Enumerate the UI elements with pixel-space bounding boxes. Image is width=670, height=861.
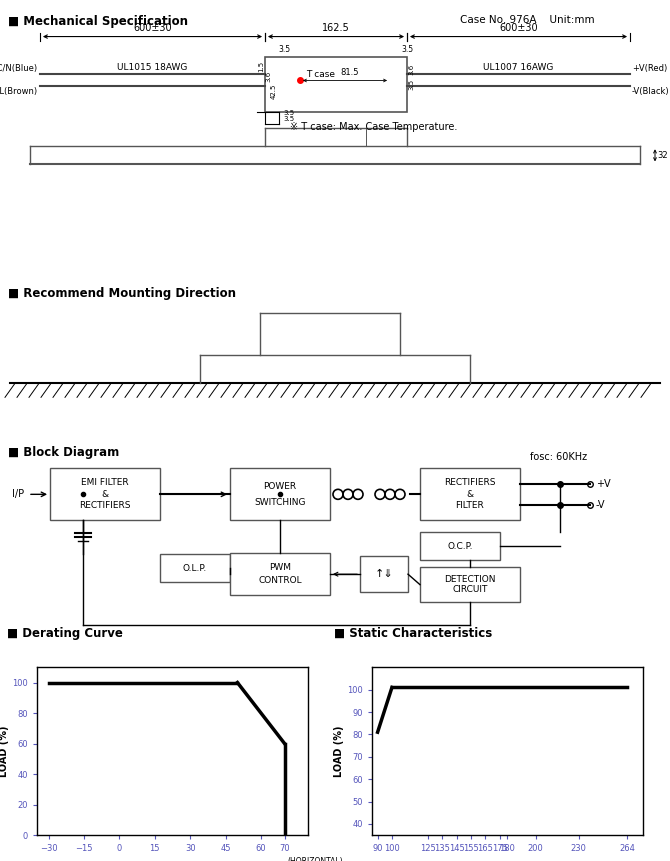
Text: &: & [466,490,474,499]
Text: 3.5: 3.5 [408,79,414,90]
Text: -V: -V [596,499,606,510]
Text: fosc: 60KHz: fosc: 60KHz [530,452,587,462]
Text: ■ Derating Curve: ■ Derating Curve [7,627,123,640]
Text: PWM: PWM [269,563,291,573]
Bar [420,468,520,520]
Text: ■ Block Diagram: ■ Block Diagram [8,446,119,460]
Text: 3.6: 3.6 [408,64,414,75]
Text: AC/N(Blue): AC/N(Blue) [0,65,38,73]
Text: 600±30: 600±30 [133,22,172,33]
Y-axis label: LOAD (%): LOAD (%) [334,726,344,777]
Text: UL1007 16AWG: UL1007 16AWG [483,63,553,71]
Bar [230,468,330,520]
Text: ■ Static Characteristics: ■ Static Characteristics [334,627,492,640]
Text: 3.5: 3.5 [278,45,290,53]
Text: T case: T case [306,71,335,79]
Text: -V(Black): -V(Black) [632,88,669,96]
Text: CIRCUIT: CIRCUIT [452,585,488,594]
Bar [420,532,500,561]
Text: AC/L(Brown): AC/L(Brown) [0,88,38,96]
Text: +V(Red): +V(Red) [632,65,667,73]
Bar [360,556,408,592]
Text: 1.5: 1.5 [258,61,264,72]
Text: EMI FILTER: EMI FILTER [81,479,129,487]
Text: O.C.P.: O.C.P. [448,542,473,551]
Text: 3.5: 3.5 [283,110,294,116]
Text: 162.5: 162.5 [322,22,350,33]
Y-axis label: LOAD (%): LOAD (%) [0,726,9,777]
Text: RECTIFIERS: RECTIFIERS [444,479,496,487]
Text: ※ T case: Max. Case Temperature.: ※ T case: Max. Case Temperature. [290,122,458,133]
Text: 3.5: 3.5 [401,45,413,53]
Text: ■ Recommend Mounting Direction: ■ Recommend Mounting Direction [8,287,236,300]
Text: +V: +V [596,479,610,489]
Text: (HORIZONTAL): (HORIZONTAL) [287,857,342,861]
Text: 42.5: 42.5 [271,84,277,99]
Text: ↑⇓: ↑⇓ [375,569,393,579]
Text: I/P: I/P [12,489,24,499]
Text: 3.5: 3.5 [283,116,294,122]
Bar [160,554,230,582]
Bar [50,468,160,520]
Text: CONTROL: CONTROL [258,576,302,585]
Text: 81.5: 81.5 [341,69,359,77]
Text: RECTIFIERS: RECTIFIERS [79,501,131,511]
Text: SWITCHING: SWITCHING [254,498,306,506]
Text: &: & [101,490,109,499]
Text: DETECTION: DETECTION [444,575,496,584]
Text: 600±30: 600±30 [499,22,538,33]
Bar [420,567,520,602]
Text: O.L.P.: O.L.P. [183,564,207,573]
Text: 32: 32 [657,151,667,160]
Text: FILTER: FILTER [456,501,484,511]
Bar [265,57,407,113]
Text: Case No. 976A    Unit:mm: Case No. 976A Unit:mm [460,15,595,25]
Bar [230,554,330,595]
Text: 3.6: 3.6 [265,71,271,82]
Text: POWER: POWER [263,482,297,491]
Text: ■ Mechanical Specification: ■ Mechanical Specification [8,15,188,28]
Text: UL1015 18AWG: UL1015 18AWG [117,63,187,71]
